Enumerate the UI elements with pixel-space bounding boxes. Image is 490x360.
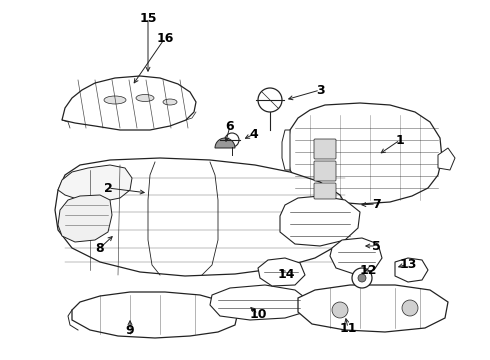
- Text: 9: 9: [126, 324, 134, 337]
- Polygon shape: [258, 258, 305, 286]
- FancyBboxPatch shape: [314, 161, 336, 181]
- Circle shape: [225, 133, 239, 147]
- Polygon shape: [438, 148, 455, 170]
- Polygon shape: [210, 285, 308, 320]
- Ellipse shape: [136, 94, 154, 102]
- Text: 1: 1: [395, 134, 404, 147]
- Circle shape: [402, 300, 418, 316]
- Text: 11: 11: [339, 321, 357, 334]
- Text: 4: 4: [249, 127, 258, 140]
- Text: 13: 13: [399, 257, 416, 270]
- Polygon shape: [287, 103, 442, 204]
- Wedge shape: [215, 138, 235, 148]
- Polygon shape: [72, 292, 238, 338]
- Polygon shape: [62, 76, 196, 130]
- Text: 12: 12: [359, 264, 377, 276]
- FancyBboxPatch shape: [314, 183, 336, 199]
- Circle shape: [258, 88, 282, 112]
- Polygon shape: [298, 285, 448, 332]
- Polygon shape: [55, 158, 350, 276]
- Text: 7: 7: [371, 198, 380, 211]
- Polygon shape: [282, 130, 290, 170]
- Text: 14: 14: [277, 267, 295, 280]
- Text: 6: 6: [226, 120, 234, 132]
- Ellipse shape: [104, 96, 126, 104]
- Text: 8: 8: [96, 242, 104, 255]
- Polygon shape: [280, 196, 360, 246]
- Text: 16: 16: [156, 31, 173, 45]
- Circle shape: [332, 302, 348, 318]
- Text: 5: 5: [371, 239, 380, 252]
- Polygon shape: [330, 238, 382, 274]
- Polygon shape: [395, 258, 428, 282]
- Text: 3: 3: [316, 84, 324, 96]
- Polygon shape: [58, 195, 112, 242]
- Text: 2: 2: [103, 181, 112, 194]
- Circle shape: [358, 274, 366, 282]
- FancyBboxPatch shape: [314, 139, 336, 159]
- Text: 10: 10: [249, 307, 267, 320]
- Ellipse shape: [163, 99, 177, 105]
- Text: 15: 15: [139, 12, 157, 24]
- Polygon shape: [58, 165, 132, 202]
- Circle shape: [352, 268, 372, 288]
